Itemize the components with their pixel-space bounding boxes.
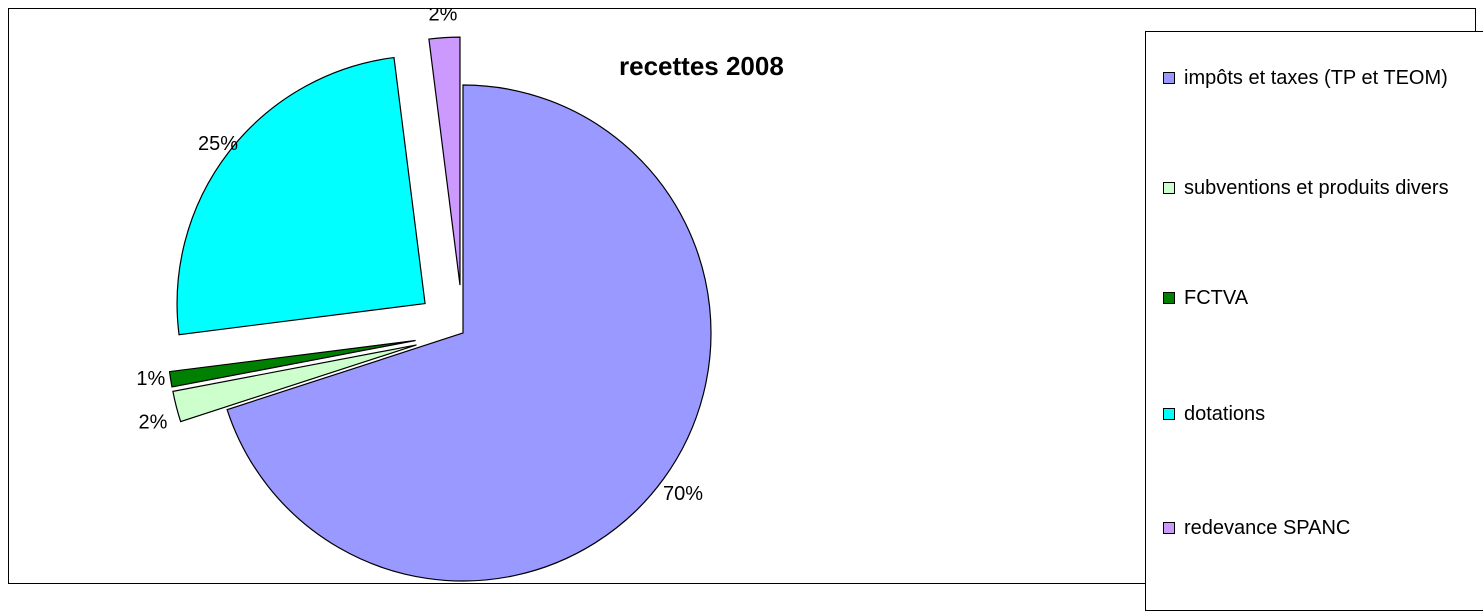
legend-item: impôts et taxes (TP et TEOM) — [1163, 62, 1483, 94]
chart-title: recettes 2008 — [619, 51, 784, 81]
slice-label-3: 1% — [136, 368, 165, 390]
pie-slice-1 — [226, 84, 712, 582]
slice-label-4: 25% — [198, 133, 238, 155]
legend-item: FCTVA — [1163, 282, 1483, 314]
legend-swatch — [1163, 72, 1175, 84]
pie-slice-4 — [176, 56, 426, 336]
chart-area: 70% 2% 1% 25% 2% recettes 2008 impôts et tax… — [8, 8, 1483, 611]
legend-label: redevance SPANC — [1184, 517, 1351, 539]
legend-swatch — [1163, 182, 1175, 194]
pie-slice-3 — [168, 339, 416, 388]
legend-swatch — [1163, 522, 1175, 534]
pie-slice-5 — [428, 36, 461, 286]
slice-label-5: 2% — [428, 9, 457, 26]
legend-label: impôts et taxes (TP et TEOM) — [1184, 67, 1448, 89]
legend-swatch — [1163, 292, 1175, 304]
slice-label-2: 2% — [138, 412, 167, 434]
legend-label: subventions et produits divers — [1184, 177, 1449, 199]
legend-label: FCTVA — [1184, 287, 1249, 309]
pie-slice-2 — [172, 344, 417, 423]
legend-item: redevance SPANC — [1163, 512, 1483, 544]
slice-label-1: 70% — [663, 483, 703, 505]
legend-item: subventions et produits divers — [1163, 172, 1483, 204]
legend-item: dotations — [1163, 398, 1483, 430]
legend-label: dotations — [1184, 403, 1266, 425]
legend: impôts et taxes (TP et TEOM) subventions … — [1145, 31, 1483, 611]
legend-swatch — [1163, 408, 1175, 420]
pie-chart: 70% 2% 1% 25% 2% — [136, 9, 712, 582]
